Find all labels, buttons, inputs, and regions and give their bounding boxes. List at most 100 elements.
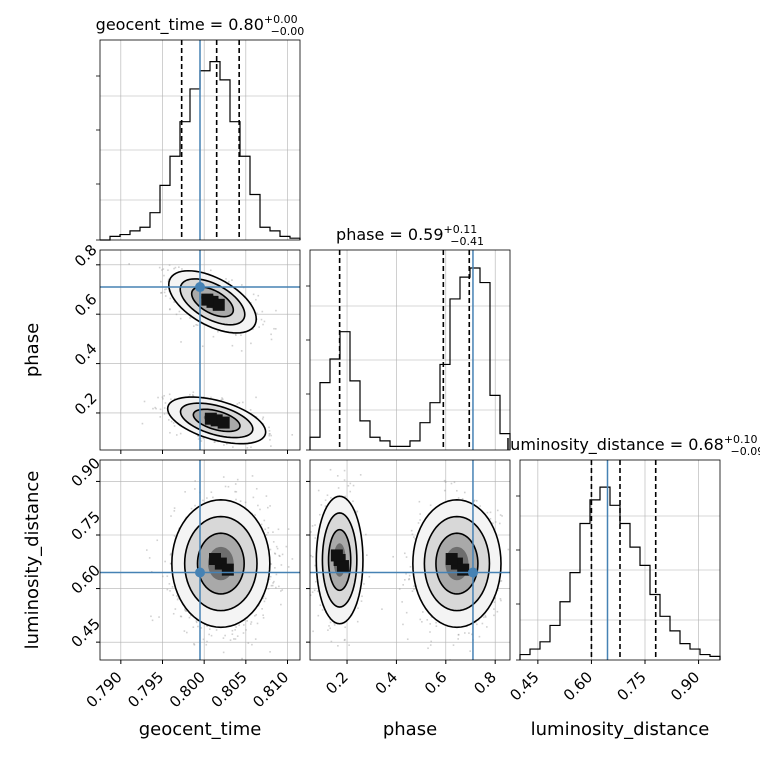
sample-point [355, 511, 358, 514]
sample-point [493, 614, 495, 617]
sample-point [197, 435, 200, 438]
sample-point [275, 573, 278, 576]
sample-point [463, 491, 466, 494]
x-tick-label: 0.60 [560, 668, 596, 704]
density-peak [336, 560, 349, 573]
sample-point [274, 553, 277, 555]
sample-point [316, 590, 319, 593]
sample-point [498, 522, 501, 525]
sample-point [435, 621, 437, 624]
sample-point [163, 394, 165, 397]
histogram-title: phase = 0.59+0.11 −0.41 [336, 223, 484, 248]
sample-point [409, 565, 412, 568]
histogram-panel-geocent_time: geocent_time = 0.80+0.00 −0.00 [96, 13, 304, 241]
sample-point [427, 647, 429, 650]
sample-point [359, 474, 362, 476]
sample-point [167, 269, 169, 271]
sample-point [141, 422, 144, 425]
sample-point [264, 528, 267, 531]
sample-point [155, 407, 157, 410]
histogram-step-line [519, 486, 721, 660]
sample-point [525, 553, 527, 555]
sample-point [184, 608, 186, 611]
sample-point [215, 629, 218, 631]
sample-point [262, 614, 264, 617]
sample-point [169, 297, 172, 300]
sample-point [512, 556, 514, 558]
sample-point [279, 555, 281, 558]
sample-point [499, 598, 502, 600]
sample-point [194, 488, 196, 490]
sample-point [184, 609, 187, 612]
sample-point [268, 430, 271, 432]
sample-point [457, 633, 460, 636]
sample-point [172, 422, 175, 424]
sample-point [499, 514, 502, 516]
sample-point [365, 533, 367, 536]
sample-point [195, 620, 198, 622]
histogram-title: luminosity_distance = 0.68+0.10−0.09 [506, 433, 760, 458]
sample-point [392, 555, 394, 558]
sample-point [193, 643, 196, 646]
y-tick-label: 0.6 [71, 290, 101, 320]
sample-point [190, 507, 193, 510]
sample-point [310, 554, 312, 557]
sample-point [241, 657, 243, 660]
sample-point [246, 620, 249, 622]
sample-point [159, 408, 162, 411]
x-tick-label: 0.8 [470, 668, 500, 698]
sample-point [173, 507, 176, 509]
sample-point [179, 615, 182, 618]
title-value: 0.68 [688, 435, 724, 454]
sample-point [242, 624, 245, 626]
sample-point [326, 494, 329, 497]
x-axis-label-phase: phase [383, 719, 437, 740]
sample-point [457, 638, 459, 640]
sample-point [453, 481, 456, 484]
sample-point [329, 468, 332, 471]
histogram-frame [99, 39, 301, 241]
sample-point [337, 645, 339, 647]
sample-point [342, 664, 344, 666]
sample-point [151, 619, 154, 622]
sample-point [408, 578, 411, 580]
sample-point [242, 632, 245, 634]
sample-point [280, 590, 282, 592]
sample-point [173, 425, 176, 427]
sample-point [499, 580, 502, 583]
sample-point [231, 629, 234, 632]
sample-point [413, 588, 415, 591]
sample-point [489, 511, 492, 514]
sample-point [169, 590, 171, 592]
sample-point [267, 587, 270, 590]
sample-point [224, 634, 226, 637]
sample-point [183, 630, 186, 632]
x-tick-label: 0.790 [83, 668, 126, 711]
sample-point [166, 575, 169, 578]
y-tick-label: 0.2 [71, 389, 101, 419]
sample-point [501, 515, 503, 517]
sample-point [173, 301, 176, 303]
sample-point [281, 553, 284, 556]
sample-point [229, 639, 232, 641]
sample-point [452, 644, 455, 646]
sample-point [217, 330, 219, 333]
sample-point [475, 499, 478, 502]
sample-point [168, 583, 171, 585]
sample-point [484, 614, 487, 617]
sample-point [255, 416, 258, 418]
sample-point [414, 538, 416, 540]
sample-point [205, 643, 208, 646]
sample-point [195, 323, 197, 326]
sample-point [233, 638, 235, 640]
sample-point [257, 504, 259, 507]
x-tick-label: 0.800 [166, 668, 209, 711]
sample-point [320, 504, 323, 506]
sample-point [209, 269, 212, 272]
sample-point [313, 589, 316, 592]
sample-point [368, 575, 371, 578]
sample-point [160, 291, 163, 294]
sample-point [333, 622, 335, 624]
sample-point [306, 510, 308, 512]
sample-point [150, 615, 152, 618]
